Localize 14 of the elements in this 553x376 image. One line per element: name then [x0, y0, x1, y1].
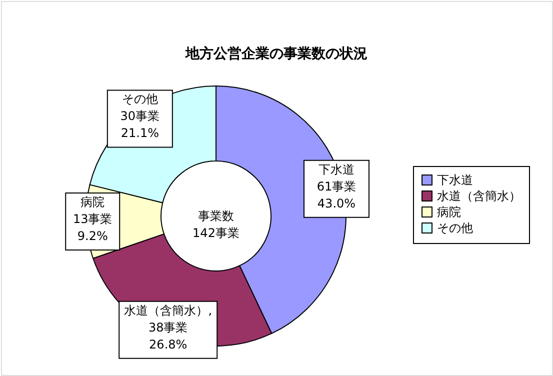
category-label: 水道（含簡水）, [124, 303, 212, 318]
legend-label: 下水道 [437, 173, 473, 187]
chart-title: 地方公営企業の事業数の状況 [184, 45, 368, 62]
data-label: 61事業 43.0% [316, 179, 356, 210]
text: 38事業 26.8% [148, 320, 188, 352]
slice-label: その他 [122, 92, 158, 106]
slice-label: 病院 [80, 194, 105, 209]
data-label: 30事業 21.1% [120, 109, 160, 140]
legend-label: 病院 [437, 205, 461, 219]
slice-label: 下水道 [318, 162, 354, 176]
legend-label: 水道（含簡水） [437, 189, 521, 203]
legend-label: その他 [437, 221, 473, 235]
text: 事業数 142事業 [192, 209, 240, 240]
data-label: 13事業 9.2% [72, 212, 112, 243]
